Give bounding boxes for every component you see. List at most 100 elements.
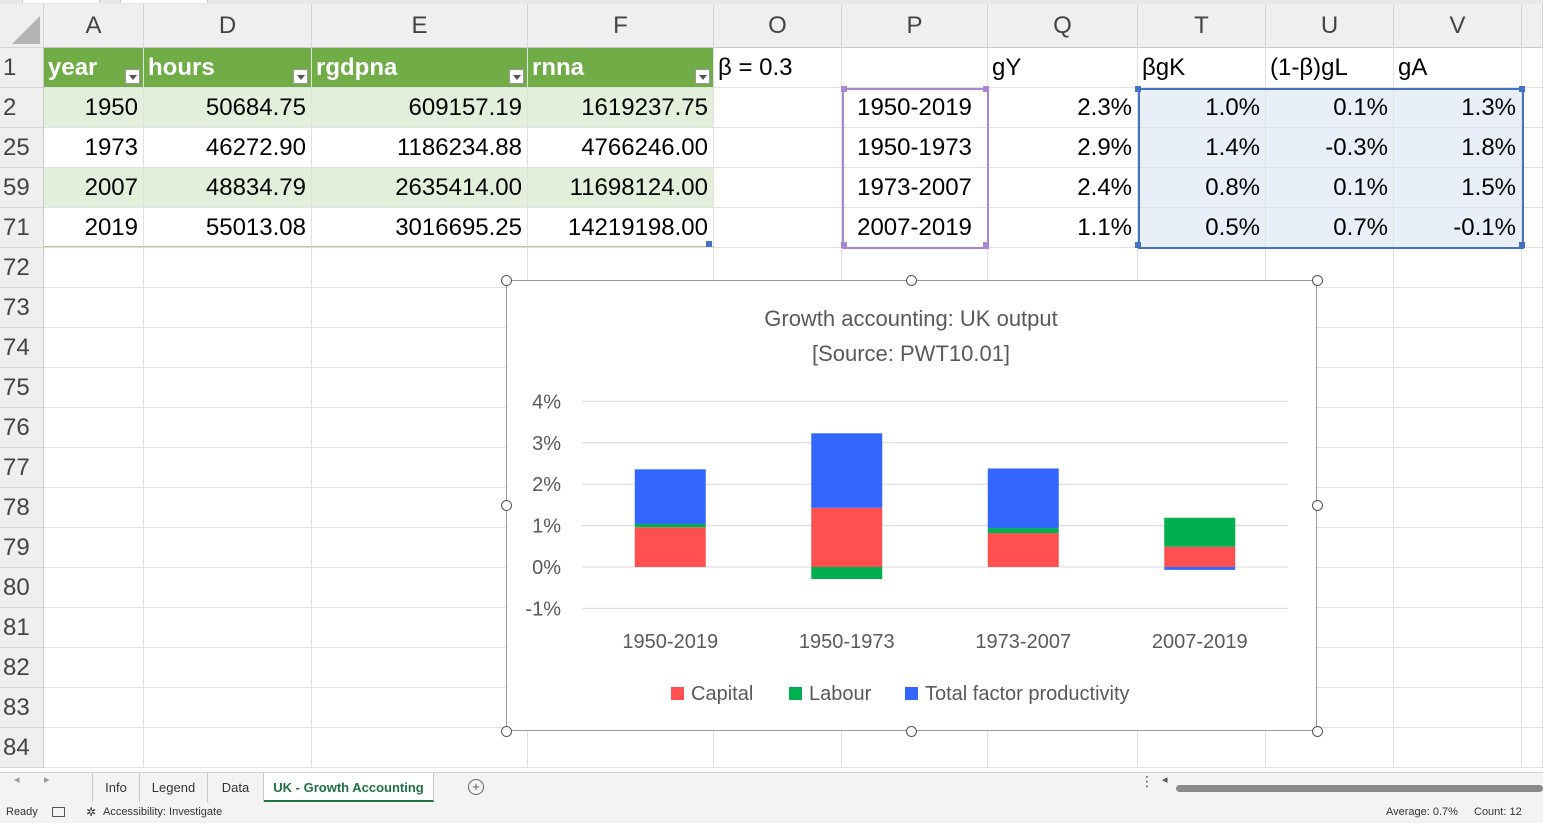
column-header[interactable]: P bbox=[842, 4, 988, 48]
table-cell[interactable]: 46272.90 bbox=[144, 128, 311, 167]
table-cell[interactable]: 48834.79 bbox=[144, 168, 311, 207]
more-options-icon[interactable]: ⋮ bbox=[1140, 773, 1154, 789]
accessibility-icon[interactable]: ✲ bbox=[86, 805, 97, 819]
row-header[interactable]: 84 bbox=[0, 728, 44, 768]
growth-value-cell[interactable]: 0.1% bbox=[1266, 168, 1393, 207]
row-header[interactable]: 76 bbox=[0, 408, 44, 448]
scroll-left-icon[interactable]: ◂ bbox=[14, 774, 20, 786]
row-header[interactable]: 74 bbox=[0, 328, 44, 368]
bar-total-factor-productivity-2007-2019[interactable] bbox=[1164, 567, 1236, 570]
table-header-cell[interactable]: rnna bbox=[528, 48, 713, 87]
row-header[interactable]: 25 bbox=[0, 128, 44, 168]
growth-value-cell[interactable]: 1.5% bbox=[1394, 168, 1521, 207]
column-header[interactable]: A bbox=[44, 4, 144, 48]
growth-value-cell[interactable]: 1.0% bbox=[1138, 88, 1265, 127]
growth-value-cell[interactable]: -0.1% bbox=[1394, 208, 1521, 247]
growth-value-cell[interactable]: 0.1% bbox=[1266, 88, 1393, 127]
column-header[interactable] bbox=[1522, 4, 1543, 48]
status-average[interactable]: Average: 0.7% bbox=[1386, 806, 1458, 818]
growth-value-cell[interactable]: 1.1% bbox=[1077, 214, 1132, 241]
row-header[interactable]: 80 bbox=[0, 568, 44, 608]
tab-legend[interactable]: Legend bbox=[140, 773, 208, 802]
growth-value-cell[interactable]: 0.7% bbox=[1266, 208, 1393, 247]
table-cell[interactable]: 4766246.00 bbox=[528, 128, 713, 167]
bar-labour-2007-2019[interactable] bbox=[1164, 517, 1236, 547]
range-resize-handle[interactable] bbox=[1135, 242, 1141, 248]
row-header[interactable]: 2 bbox=[0, 88, 44, 128]
horizontal-scrollbar[interactable] bbox=[1176, 785, 1543, 792]
legend-label[interactable]: Total factor productivity bbox=[925, 683, 1130, 705]
growth-value-cell[interactable]: 1.8% bbox=[1394, 128, 1521, 167]
column-header[interactable]: U bbox=[1266, 4, 1394, 48]
growth-value-cell[interactable]: 0.8% bbox=[1138, 168, 1265, 207]
row-header[interactable]: 59 bbox=[0, 168, 44, 208]
column-header[interactable]: Q bbox=[988, 4, 1138, 48]
filter-dropdown-icon[interactable] bbox=[125, 69, 140, 84]
growth-value-cell[interactable]: 2.9% bbox=[1077, 134, 1132, 161]
bar-labour-1973-2007[interactable] bbox=[987, 528, 1059, 534]
beta-cell[interactable]: β = 0.3 bbox=[718, 54, 793, 81]
bar-labour-1950-2019[interactable] bbox=[634, 523, 706, 528]
range-resize-handle[interactable] bbox=[1135, 86, 1141, 92]
filter-dropdown-icon[interactable] bbox=[695, 69, 710, 84]
macro-record-icon[interactable] bbox=[52, 807, 65, 817]
accessibility-status[interactable]: Accessibility: Investigate bbox=[103, 806, 223, 818]
growth-header-cell[interactable]: βgK bbox=[1142, 54, 1186, 81]
bar-total-factor-productivity-1973-2007[interactable] bbox=[987, 468, 1059, 529]
column-header[interactable]: T bbox=[1138, 4, 1266, 48]
growth-value-cell[interactable]: 1.4% bbox=[1138, 128, 1265, 167]
chart-resize-handle[interactable] bbox=[501, 726, 512, 737]
row-header[interactable]: 1 bbox=[0, 48, 44, 88]
table-cell[interactable]: 2007 bbox=[44, 168, 143, 207]
bar-capital-2007-2019[interactable] bbox=[1164, 546, 1236, 567]
period-cell[interactable]: 1973-2007 bbox=[857, 174, 972, 201]
row-header[interactable]: 79 bbox=[0, 528, 44, 568]
table-cell[interactable]: 1186234.88 bbox=[312, 128, 527, 167]
period-cell[interactable]: 2007-2019 bbox=[857, 214, 972, 241]
column-header[interactable]: D bbox=[144, 4, 312, 48]
status-count[interactable]: Count: 12 bbox=[1474, 806, 1522, 818]
column-header[interactable]: E bbox=[312, 4, 528, 48]
table-cell[interactable]: 11698124.00 bbox=[528, 168, 713, 207]
bar-total-factor-productivity-1950-2019[interactable] bbox=[634, 469, 706, 524]
table-cell[interactable]: 2019 bbox=[44, 208, 143, 247]
tab-info[interactable]: Info bbox=[92, 773, 140, 802]
row-header[interactable]: 78 bbox=[0, 488, 44, 528]
range-resize-handle[interactable] bbox=[1519, 86, 1525, 92]
growth-value-cell[interactable]: 0.5% bbox=[1138, 208, 1265, 247]
chart-resize-handle[interactable] bbox=[906, 726, 917, 737]
column-header[interactable]: V bbox=[1394, 4, 1522, 48]
growth-value-cell[interactable]: 2.3% bbox=[1077, 94, 1132, 121]
table-header-cell[interactable]: hours bbox=[144, 48, 311, 87]
table-cell[interactable]: 2635414.00 bbox=[312, 168, 527, 207]
add-sheet-icon[interactable]: + bbox=[468, 779, 484, 795]
chart-resize-handle[interactable] bbox=[1312, 500, 1323, 511]
bar-capital-1950-2019[interactable] bbox=[634, 527, 706, 567]
row-header[interactable]: 71 bbox=[0, 208, 44, 248]
column-header[interactable]: O bbox=[714, 4, 842, 48]
select-all-button[interactable] bbox=[0, 4, 44, 48]
filter-dropdown-icon[interactable] bbox=[293, 69, 308, 84]
tab-data[interactable]: Data bbox=[208, 773, 264, 802]
filter-dropdown-icon[interactable] bbox=[509, 69, 524, 84]
row-header[interactable]: 72 bbox=[0, 248, 44, 288]
scroll-right-icon[interactable]: ▸ bbox=[44, 774, 50, 786]
chart-resize-handle[interactable] bbox=[1312, 726, 1323, 737]
row-header[interactable]: 82 bbox=[0, 648, 44, 688]
row-header[interactable]: 81 bbox=[0, 608, 44, 648]
table-cell[interactable]: 609157.19 bbox=[312, 88, 527, 127]
table-cell[interactable]: 14219198.00 bbox=[528, 208, 713, 247]
chart-resize-handle[interactable] bbox=[501, 500, 512, 511]
chart-resize-handle[interactable] bbox=[906, 275, 917, 286]
table-cell[interactable]: 1950 bbox=[44, 88, 143, 127]
row-header[interactable]: 77 bbox=[0, 448, 44, 488]
period-cell[interactable]: 1950-1973 bbox=[857, 134, 972, 161]
column-header[interactable]: F bbox=[528, 4, 714, 48]
table-cell[interactable]: 1619237.75 bbox=[528, 88, 713, 127]
table-cell[interactable]: 1973 bbox=[44, 128, 143, 167]
range-resize-handle[interactable] bbox=[983, 86, 989, 92]
growth-header-cell[interactable]: (1-β)gL bbox=[1270, 54, 1348, 81]
chart-resize-handle[interactable] bbox=[501, 275, 512, 286]
legend-label[interactable]: Labour bbox=[809, 683, 872, 705]
range-resize-handle[interactable] bbox=[1519, 242, 1525, 248]
